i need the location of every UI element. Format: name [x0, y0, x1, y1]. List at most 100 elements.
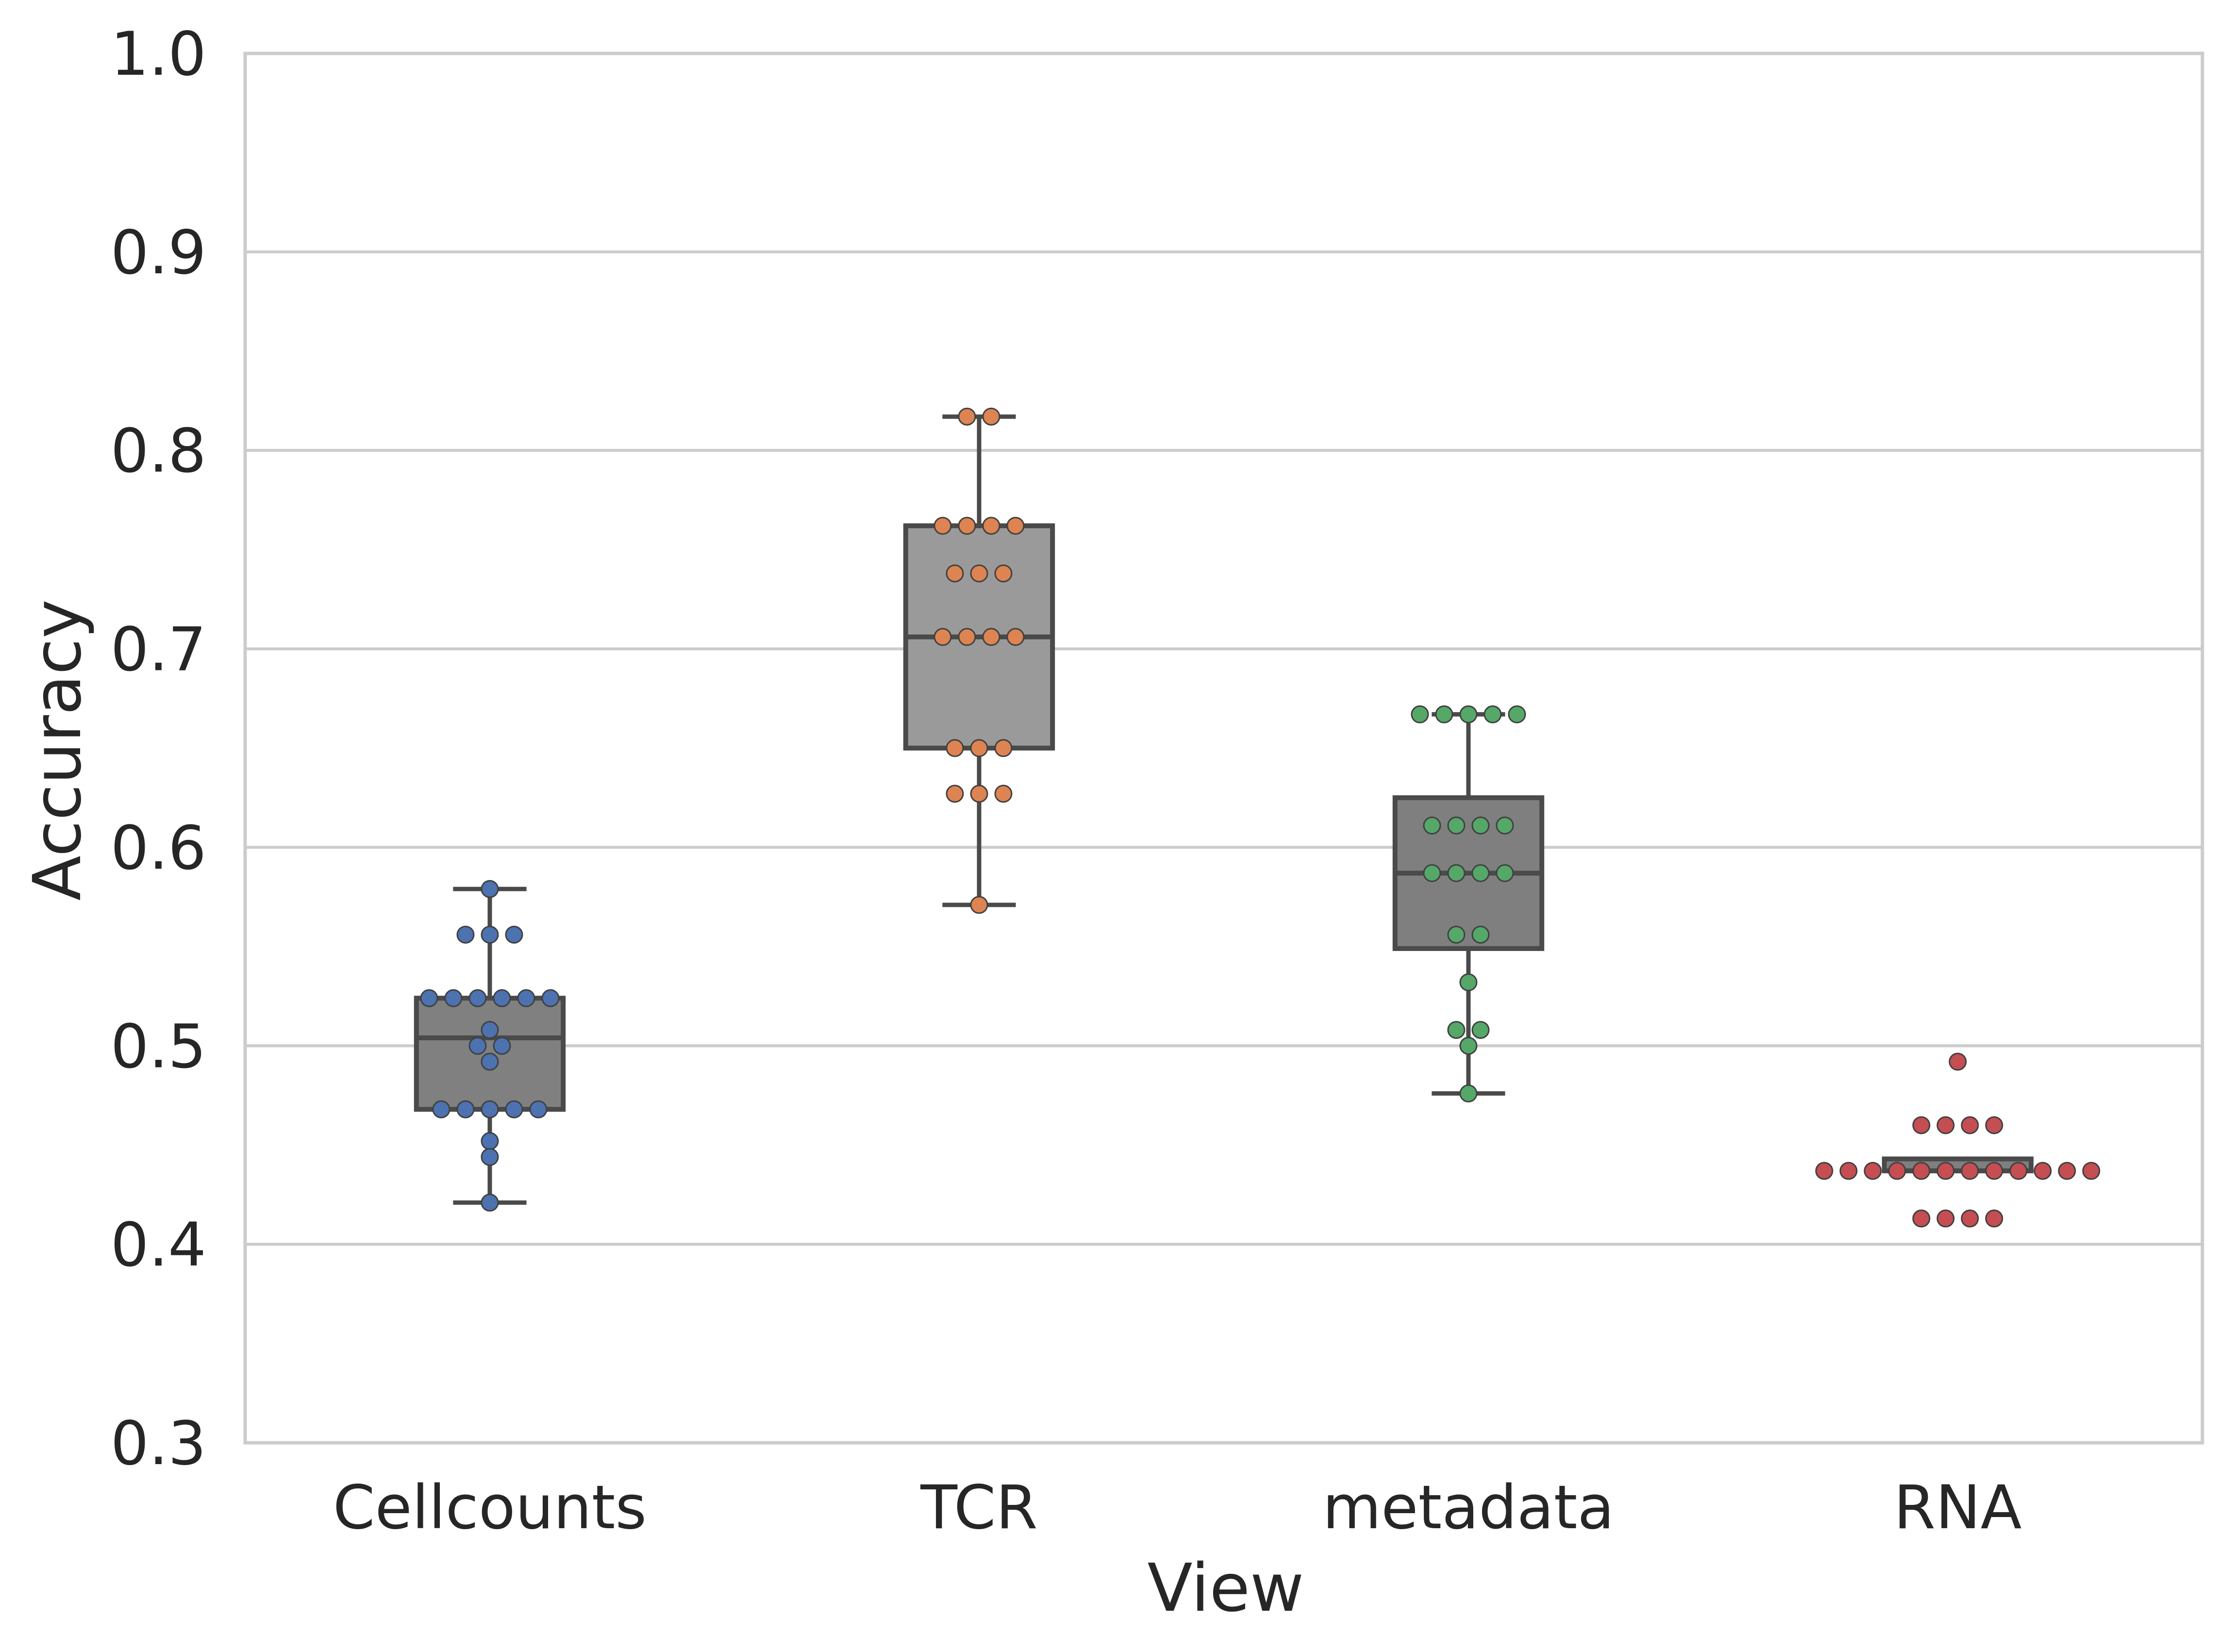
y-tick-label: 1.0 — [111, 19, 206, 89]
x-tick-labels: Cellcounts TCR metadata RNA — [333, 1473, 2022, 1543]
swarm-point — [481, 925, 499, 944]
swarm-point — [946, 739, 964, 757]
swarm-point — [933, 517, 952, 535]
swarm-point — [1483, 705, 1502, 723]
swarm-point — [2082, 1162, 2100, 1180]
y-tick-label: 0.8 — [111, 417, 206, 486]
swarm-point — [2009, 1162, 2028, 1180]
swarm-point — [2058, 1162, 2076, 1180]
x-tick-label: metadata — [1323, 1473, 1615, 1543]
swarm-points — [420, 407, 2100, 1228]
swarm-point — [958, 517, 976, 535]
swarm-point — [529, 1100, 548, 1118]
swarm-point — [1888, 1162, 1906, 1180]
y-tick-label: 0.6 — [111, 813, 206, 883]
swarm-point — [1459, 973, 1478, 991]
swarm-point — [1839, 1162, 1858, 1180]
swarm-point — [958, 628, 976, 646]
swarm-point — [970, 739, 988, 757]
swarm-point — [1006, 628, 1025, 646]
swarm-point — [468, 1036, 487, 1055]
swarm-point — [1508, 705, 1526, 723]
swarm-point — [1936, 1116, 1955, 1135]
swarm-point — [541, 989, 560, 1007]
swarm-point — [994, 564, 1013, 583]
y-tick-labels: 0.3 0.4 0.5 0.6 0.7 0.8 0.9 1.0 — [111, 19, 206, 1479]
swarm-point — [1936, 1162, 1955, 1180]
swarm-point — [1411, 705, 1429, 723]
swarm-point — [1985, 1162, 2003, 1180]
swarm-point — [468, 989, 487, 1007]
swarm-point — [493, 989, 511, 1007]
swarm-point — [1912, 1162, 1931, 1180]
swarm-point — [481, 1100, 499, 1118]
swarm-point — [517, 989, 535, 1007]
swarm-point — [1912, 1116, 1931, 1135]
swarm-point — [1496, 864, 1514, 883]
swarm-point — [970, 564, 988, 583]
swarm-point — [456, 925, 475, 944]
swarm-point — [1471, 864, 1490, 883]
swarm-point — [1423, 864, 1441, 883]
swarm-point — [432, 1100, 450, 1118]
box-tcr — [903, 414, 1055, 907]
swarm-point — [1471, 816, 1490, 834]
x-axis-label: View — [1148, 1550, 1304, 1627]
swarm-point — [1471, 925, 1490, 944]
swarm-point — [1985, 1209, 2003, 1228]
swarm-point — [1423, 816, 1441, 834]
swarm-point — [481, 1148, 499, 1166]
swarm-point — [958, 407, 976, 426]
swarm-point — [1864, 1162, 1882, 1180]
swarm-point — [946, 564, 964, 583]
swarm-point — [1949, 1052, 1967, 1071]
swarm-point — [1815, 1162, 1833, 1180]
swarm-point — [982, 628, 1000, 646]
swarm-point — [1447, 925, 1466, 944]
swarm-point — [493, 1036, 511, 1055]
swarm-point — [1447, 816, 1466, 834]
swarm-point — [505, 925, 523, 944]
x-tick-label: RNA — [1894, 1473, 2022, 1543]
swarm-point — [970, 784, 988, 803]
swarm-point — [970, 896, 988, 914]
x-tick-label: TCR — [920, 1473, 1037, 1543]
swarm-point — [2033, 1162, 2052, 1180]
swarm-point — [1961, 1116, 1979, 1135]
swarm-point — [982, 517, 1000, 535]
y-axis-label: Accuracy — [19, 600, 96, 901]
box-rna — [1882, 1156, 2034, 1173]
swarm-point — [1961, 1209, 1979, 1228]
swarm-point — [481, 1052, 499, 1071]
swarm-point — [1459, 1036, 1478, 1055]
swarm-point — [933, 628, 952, 646]
x-tick-label: Cellcounts — [333, 1473, 647, 1543]
swarm-point — [481, 1021, 499, 1039]
swarm-point — [1447, 864, 1466, 883]
swarm-point — [420, 989, 438, 1007]
swarm-point — [481, 1193, 499, 1212]
swarm-point — [994, 739, 1013, 757]
swarm-point — [1459, 1084, 1478, 1102]
swarm-point — [456, 1100, 475, 1118]
swarm-point — [1471, 1021, 1490, 1039]
swarm-point — [1912, 1209, 1931, 1228]
swarm-point — [1496, 816, 1514, 834]
swarm-point — [994, 784, 1013, 803]
swarm-point — [1459, 705, 1478, 723]
y-tick-label: 0.3 — [111, 1409, 206, 1479]
swarm-point — [481, 880, 499, 898]
swarm-point — [1447, 1021, 1466, 1039]
swarm-point — [1985, 1116, 2003, 1135]
swarm-point — [1435, 705, 1453, 723]
y-tick-label: 0.9 — [111, 218, 206, 288]
y-gridlines — [245, 52, 2202, 1444]
plot-frame — [243, 51, 2204, 1445]
swarm-point — [982, 407, 1000, 426]
swarm-point — [1961, 1162, 1979, 1180]
swarm-point — [1936, 1209, 1955, 1228]
swarm-point — [505, 1100, 523, 1118]
y-tick-label: 0.7 — [111, 615, 206, 685]
swarm-point — [444, 989, 463, 1007]
